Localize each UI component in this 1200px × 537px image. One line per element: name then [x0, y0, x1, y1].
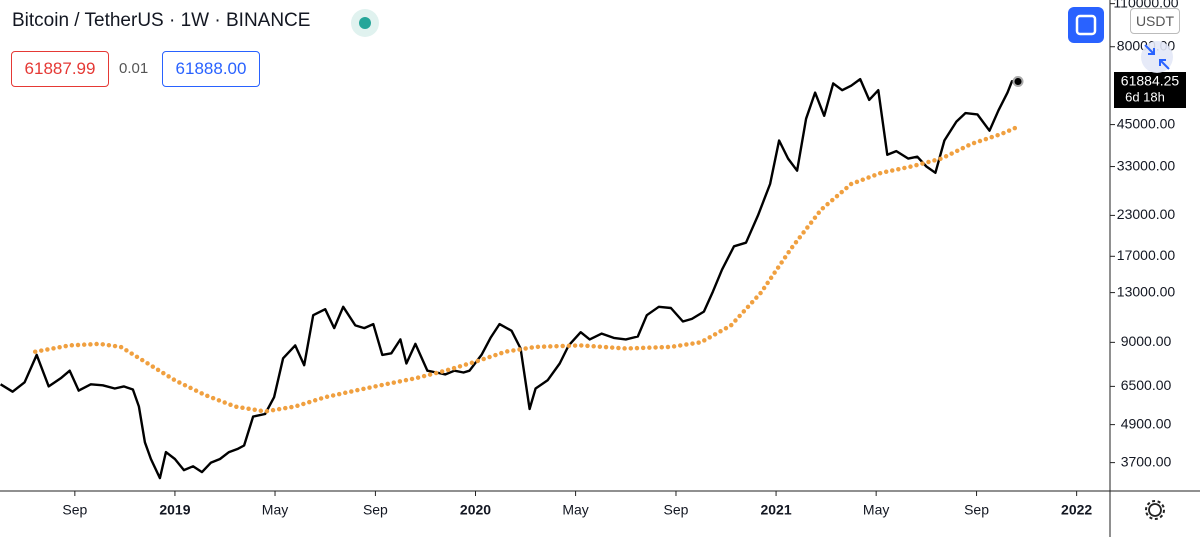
status-dot: [351, 9, 379, 37]
last-price-dot: [1012, 75, 1024, 87]
currency-button[interactable]: USDT: [1130, 8, 1180, 34]
ask-button[interactable]: 61888.00: [162, 51, 260, 87]
x-tick-label: 2021: [760, 502, 791, 518]
x-tick-label: Sep: [363, 502, 388, 518]
bid-button[interactable]: 61887.99: [11, 51, 109, 87]
countdown: 6d 18h: [1125, 89, 1165, 104]
y-tick-label: 17000.00: [1117, 247, 1176, 263]
y-tick-label: 33000.00: [1117, 157, 1176, 173]
y-tick-label: 45000.00: [1117, 115, 1176, 131]
x-tick-label: Sep: [664, 502, 689, 518]
spread: 0.01: [119, 60, 149, 77]
x-tick-label: May: [863, 502, 889, 518]
y-tick-label: 110000.00: [1113, 0, 1178, 10]
y-tick-label: 6500.00: [1121, 377, 1172, 393]
price-line: [0, 77, 1019, 480]
x-tick-label: Sep: [62, 502, 87, 518]
x-tick-label: 2022: [1061, 502, 1092, 518]
y-tick-label: 23000.00: [1117, 206, 1176, 222]
x-tick-label: 2019: [159, 502, 190, 518]
x-tick-label: 2020: [460, 502, 491, 518]
y-tick-label: 4900.00: [1121, 415, 1172, 431]
price-tag: [1114, 72, 1186, 108]
y-tick-label: 13000.00: [1117, 283, 1176, 299]
fullscreen-button[interactable]: [1068, 7, 1104, 43]
symbol-title: Bitcoin / TetherUS · 1W · BINANCE: [12, 10, 311, 31]
moving-average: [32, 123, 1022, 414]
last-price-label: 61884.25: [1121, 73, 1180, 89]
settings-icon[interactable]: [1145, 500, 1165, 520]
x-tick-label: May: [562, 502, 588, 518]
restore-icon[interactable]: [1141, 41, 1173, 73]
x-tick-label: Sep: [964, 502, 989, 518]
x-tick-label: May: [262, 502, 288, 518]
y-tick-label: 3700.00: [1121, 453, 1172, 469]
y-tick-label: 9000.00: [1121, 333, 1172, 349]
